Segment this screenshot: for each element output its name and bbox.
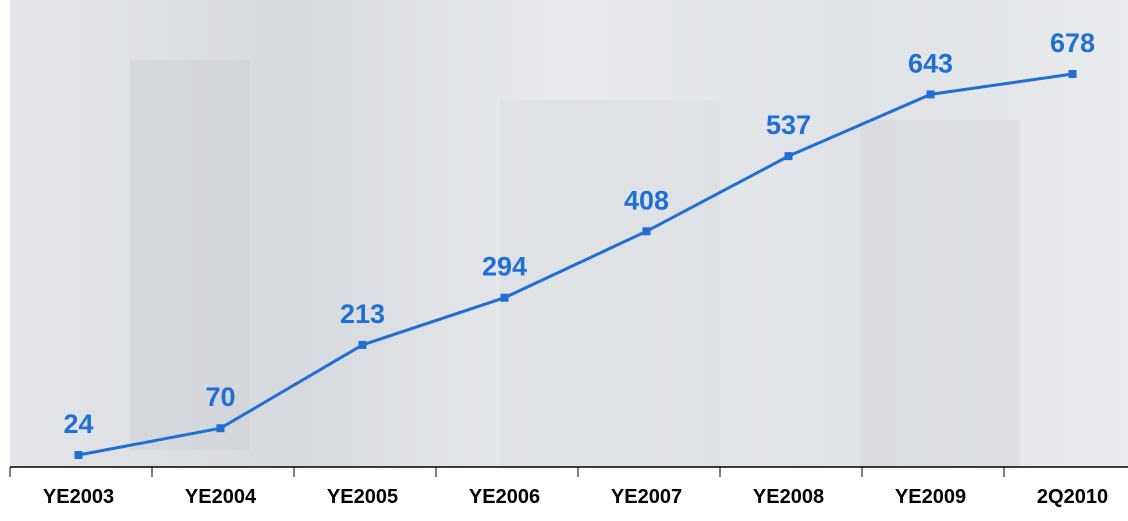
data-label: 24 [63, 409, 93, 439]
data-label: 537 [766, 110, 811, 140]
point [643, 227, 651, 235]
background-shape [860, 120, 1020, 467]
data-label: 294 [482, 252, 527, 282]
x-tick-label: YE2007 [611, 486, 682, 508]
data-label: 70 [205, 382, 235, 412]
point [501, 294, 509, 302]
point [1069, 70, 1077, 78]
x-tick-label: YE2006 [469, 486, 540, 508]
point [785, 152, 793, 160]
x-tick-label: YE2003 [43, 486, 114, 508]
point [927, 90, 935, 98]
x-tick-label: YE2005 [327, 486, 398, 508]
page: {"chart_data": {"type": "line", "categor… [0, 0, 1128, 521]
point [217, 424, 225, 432]
x-tick-label: YE2008 [753, 486, 824, 508]
x-tick-label: YE2009 [895, 486, 966, 508]
data-label: 643 [908, 48, 953, 78]
data-label: 213 [340, 299, 385, 329]
x-tick-label: 2Q2010 [1037, 486, 1108, 508]
data-label: 678 [1050, 28, 1095, 58]
point [359, 341, 367, 349]
data-label: 408 [624, 185, 669, 215]
point [75, 451, 83, 459]
x-tick-label: YE2004 [185, 486, 257, 508]
chart: YE2003 YE2004 YE2005 YE2006 YE2007 YE2008 YE20… [0, 0, 1128, 521]
